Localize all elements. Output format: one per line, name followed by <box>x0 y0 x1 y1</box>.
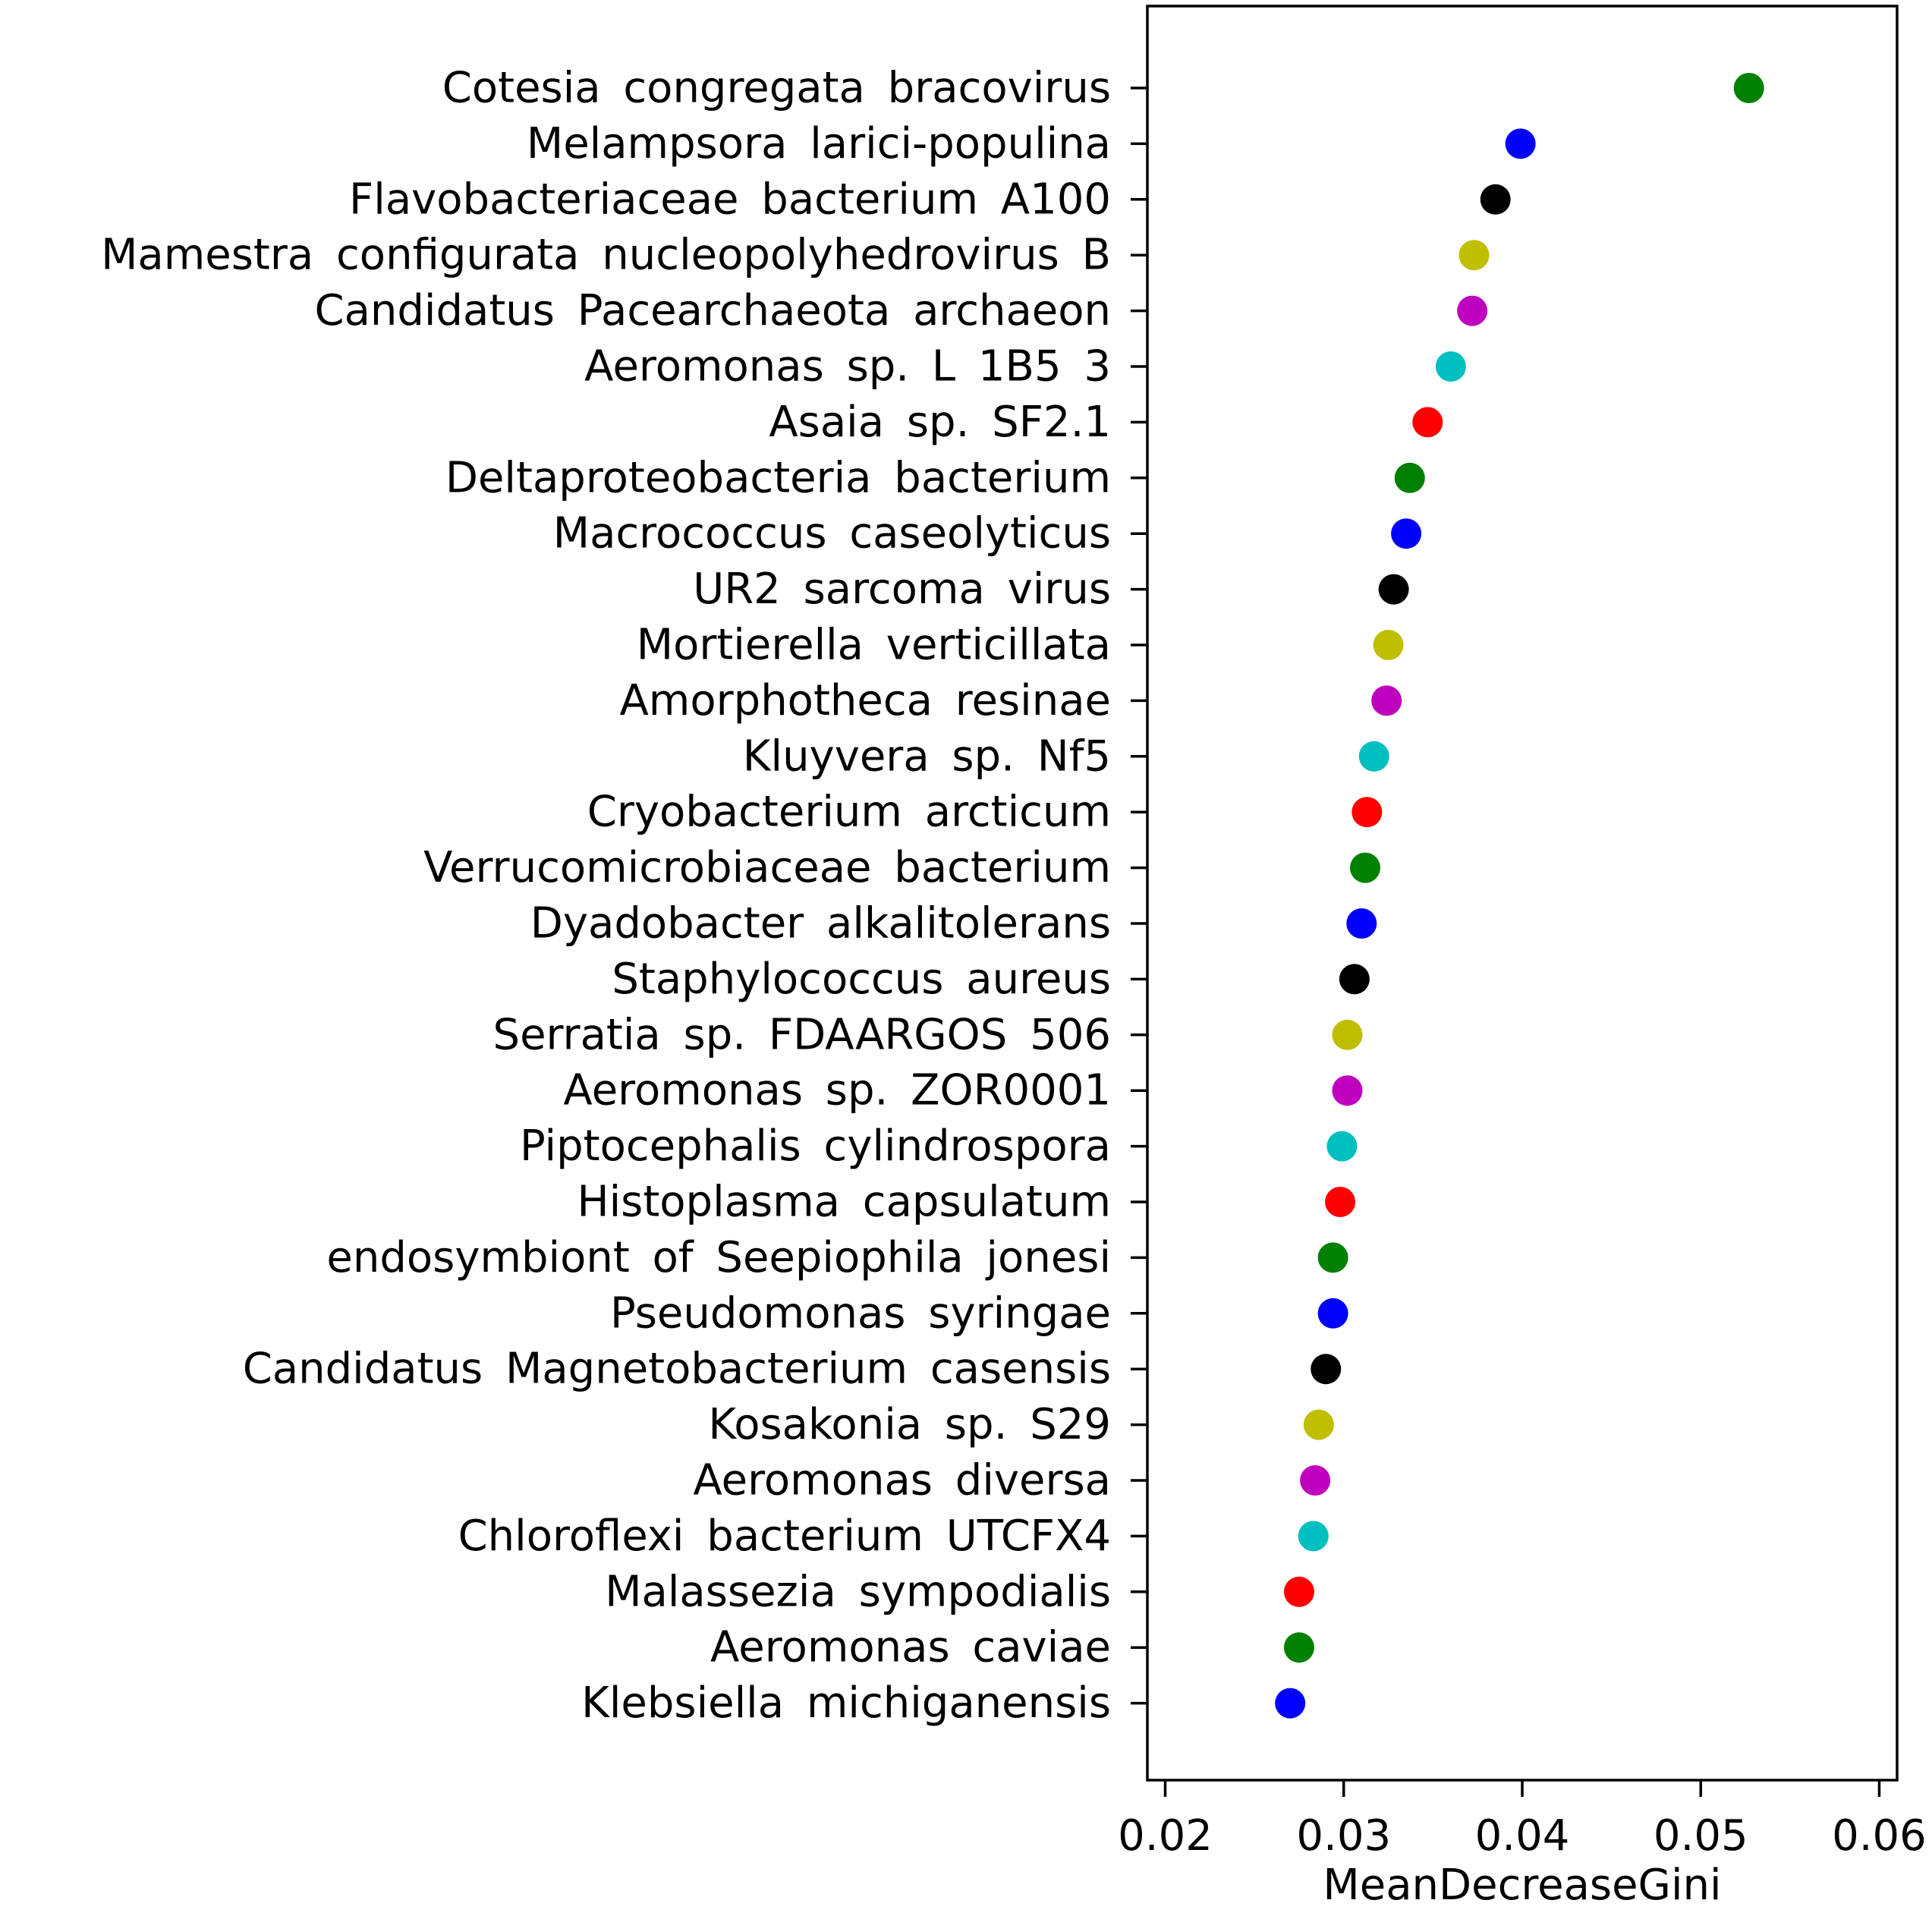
data-point <box>1339 964 1370 995</box>
y-tick-label: Mamestra configurata nucleopolyhedroviru… <box>101 231 1111 280</box>
y-tick-label: Verrucomicrobiaceae bacterium <box>423 843 1111 892</box>
y-tick-label: Aeromonas sp. L 1B5 3 <box>584 342 1111 392</box>
data-point <box>1351 797 1383 828</box>
y-tick-label: Aeromonas caviae <box>710 1623 1111 1672</box>
y-tick-label: UR2 sarcoma virus <box>693 565 1111 614</box>
data-point <box>1325 1187 1356 1217</box>
data-point <box>1435 351 1466 382</box>
y-tick-label: Amorphotheca resinae <box>620 676 1112 725</box>
x-tick-label: 0.06 <box>1832 1811 1927 1861</box>
y-tick-label: Piptocephalis cylindrospora <box>520 1122 1111 1171</box>
y-tick-label: Dyadobacter alkalitolerans <box>530 899 1111 948</box>
data-point <box>1458 240 1490 271</box>
y-tick-label: Kosakonia sp. S29 <box>708 1400 1111 1449</box>
y-tick-label: Aeromonas sp. ZOR0001 <box>563 1066 1111 1115</box>
point-group <box>1275 73 1764 1719</box>
data-point <box>1394 462 1425 493</box>
data-point <box>1391 518 1422 549</box>
y-tick-label: Chloroflexi bacterium UTCFX4 <box>458 1512 1111 1561</box>
data-point <box>1311 1354 1342 1385</box>
data-point <box>1733 73 1764 103</box>
x-tick-label: 0.02 <box>1118 1811 1213 1861</box>
y-tick-label: Candidatus Pacearchaeota archaeon <box>314 286 1111 335</box>
y-tick-label: Aeromonas diversa <box>693 1456 1111 1505</box>
plot-frame <box>1146 5 1899 1782</box>
data-point <box>1275 1688 1306 1719</box>
y-tick-label: Malassezia sympodialis <box>605 1567 1111 1616</box>
x-tick-label: 0.05 <box>1654 1811 1748 1861</box>
data-point <box>1332 1075 1363 1106</box>
category-label-group: Cotesia congregata bracovirus Melampsora … <box>101 64 1927 1861</box>
tick-group <box>1131 87 1881 1797</box>
data-point <box>1457 295 1488 326</box>
y-tick-label: Mortierella verticillata <box>637 621 1111 670</box>
data-point <box>1412 407 1443 438</box>
y-tick-label: Kluyvera sp. Nf5 <box>743 731 1111 781</box>
data-point <box>1480 184 1511 215</box>
data-point <box>1298 1521 1329 1552</box>
y-tick-label: Asaia sp. SF2.1 <box>769 398 1111 447</box>
x-tick-label: 0.03 <box>1296 1811 1391 1861</box>
data-point <box>1378 574 1409 605</box>
y-tick-label: Deltaproteobacteria bacterium <box>445 453 1111 502</box>
x-tick-label: 0.04 <box>1475 1811 1570 1861</box>
data-point <box>1332 1019 1363 1050</box>
data-point <box>1326 1131 1358 1162</box>
y-tick-label: Cotesia congregata bracovirus <box>442 64 1111 113</box>
y-tick-label: Staphylococcus aureus <box>612 955 1111 1004</box>
data-point <box>1505 128 1536 159</box>
y-tick-label: Macrococcus caseolyticus <box>553 509 1111 558</box>
y-tick-label: Histoplasma capsulatum <box>577 1178 1111 1227</box>
data-point <box>1283 1576 1314 1607</box>
y-tick-label: Klebsiella michiganensis <box>581 1678 1111 1728</box>
data-point <box>1317 1242 1348 1273</box>
y-tick-label: Pseudomonas syringae <box>610 1288 1111 1338</box>
data-point <box>1349 852 1380 883</box>
y-tick-label: Flavobacteriaceae bacterium A100 <box>349 175 1111 224</box>
data-point <box>1358 741 1389 772</box>
y-tick-label: Candidatus Magnetobacterium casensis <box>243 1345 1111 1394</box>
data-point <box>1283 1632 1314 1663</box>
data-point <box>1371 685 1402 716</box>
data-point <box>1303 1409 1334 1440</box>
y-tick-label: Cryobacterium arcticum <box>587 788 1111 837</box>
data-point <box>1300 1465 1331 1496</box>
y-tick-label: Serratia sp. FDAARGOS 506 <box>493 1010 1111 1059</box>
data-point <box>1317 1298 1348 1329</box>
x-axis-label: MeanDecreaseGini <box>1323 1861 1721 1910</box>
data-point <box>1346 908 1377 939</box>
y-tick-label: Melampsora larici-populina <box>527 119 1111 168</box>
y-tick-label: endosymbiont of Seepiophila jonesi <box>326 1233 1111 1282</box>
data-point <box>1373 630 1404 660</box>
